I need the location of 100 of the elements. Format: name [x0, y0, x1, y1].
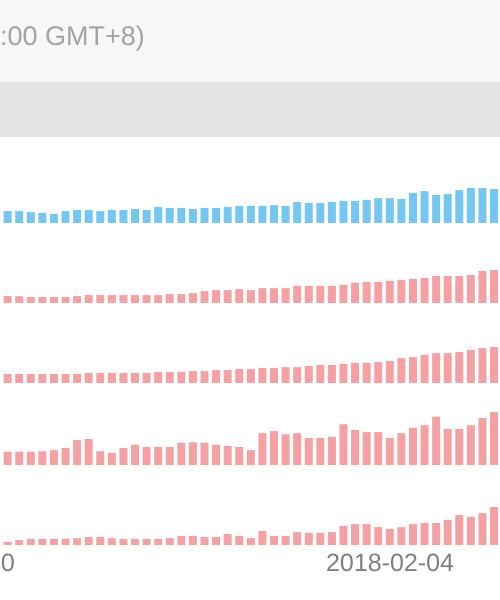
bar	[270, 368, 278, 383]
bar	[200, 537, 209, 545]
bar	[339, 200, 348, 223]
bar	[397, 527, 406, 545]
bar	[131, 295, 140, 303]
bar	[200, 442, 209, 465]
bar	[96, 211, 104, 223]
bar	[362, 524, 371, 545]
bar	[374, 527, 382, 545]
bar	[50, 538, 58, 545]
x-tick-label: 0	[0, 548, 15, 577]
bar	[386, 438, 394, 465]
bar	[15, 452, 24, 465]
bar	[466, 516, 475, 545]
bar	[420, 522, 429, 545]
bar	[408, 278, 417, 303]
bar	[455, 190, 464, 223]
bar	[339, 284, 348, 303]
bar	[108, 210, 116, 223]
bar	[108, 538, 116, 545]
bar	[490, 507, 498, 545]
bar	[4, 542, 12, 545]
bar	[131, 444, 140, 465]
bar	[328, 532, 336, 545]
bar	[131, 209, 140, 223]
bar	[224, 206, 232, 223]
bar	[212, 208, 220, 223]
bar	[351, 362, 360, 383]
bar	[466, 425, 475, 465]
bar	[224, 370, 232, 383]
bar	[270, 431, 278, 465]
bar	[73, 440, 82, 465]
bar	[386, 198, 394, 223]
bar	[478, 348, 486, 383]
bar	[362, 432, 371, 465]
bar	[362, 282, 371, 303]
bar	[73, 210, 82, 223]
bar	[351, 524, 360, 545]
bar	[432, 416, 440, 465]
bar	[212, 370, 220, 383]
bar	[38, 538, 46, 545]
bar	[258, 368, 266, 383]
bar	[490, 347, 498, 383]
bar	[212, 444, 220, 465]
bar	[26, 538, 35, 545]
bar	[293, 367, 302, 383]
bar	[38, 451, 46, 465]
bar	[235, 368, 244, 383]
bar	[444, 276, 452, 303]
bar	[339, 364, 348, 383]
bar	[478, 513, 486, 545]
bar	[188, 293, 197, 303]
bar	[444, 428, 452, 465]
bar	[26, 212, 35, 223]
bar	[293, 202, 302, 223]
bar	[119, 448, 128, 465]
bar	[316, 365, 324, 383]
bar	[420, 278, 429, 303]
bar	[351, 282, 360, 303]
bar	[154, 538, 162, 545]
bar	[15, 374, 24, 383]
bar	[408, 428, 417, 465]
bar	[235, 289, 244, 303]
bar	[408, 192, 417, 223]
bar	[73, 374, 82, 383]
bar	[466, 188, 475, 223]
bar	[142, 295, 151, 303]
bar	[166, 538, 174, 545]
bar	[478, 188, 486, 223]
bar	[293, 433, 302, 465]
bar	[282, 536, 290, 545]
bar	[177, 208, 186, 223]
bar	[154, 372, 162, 383]
bar	[50, 297, 58, 303]
bar	[62, 297, 70, 303]
bar	[466, 274, 475, 303]
bar	[177, 536, 186, 545]
bar	[420, 354, 429, 383]
bar	[304, 438, 313, 465]
bar	[188, 371, 197, 383]
bar	[62, 448, 70, 465]
bar	[26, 374, 35, 383]
bar	[455, 352, 464, 383]
bar	[339, 424, 348, 465]
bar	[108, 452, 116, 465]
bar	[270, 288, 278, 303]
bar	[328, 286, 336, 303]
bar	[131, 372, 140, 383]
bar	[397, 433, 406, 465]
bar	[397, 280, 406, 303]
bar	[258, 288, 266, 303]
bar	[131, 538, 140, 545]
bar	[108, 372, 116, 383]
bar	[142, 446, 151, 465]
bar	[316, 203, 324, 223]
bar	[246, 290, 255, 303]
bar	[316, 532, 324, 545]
bar	[200, 208, 209, 223]
bar	[397, 358, 406, 383]
bar	[38, 374, 46, 383]
